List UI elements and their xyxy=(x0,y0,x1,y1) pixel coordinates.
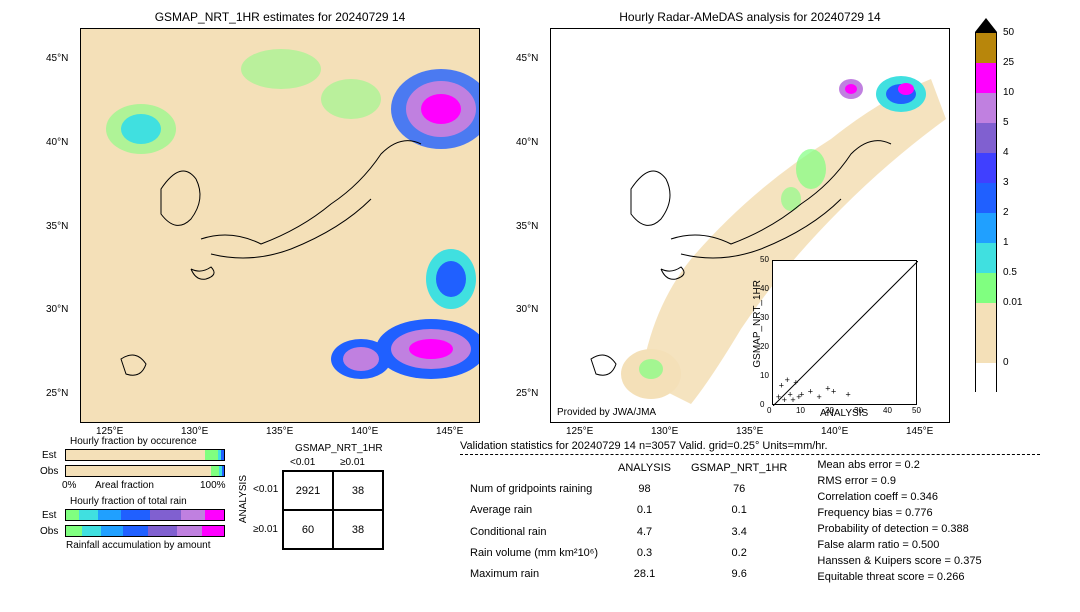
colorbar xyxy=(975,32,997,392)
svg-text:+: + xyxy=(808,386,813,396)
provided-by: Provided by JWA/JMA xyxy=(557,407,656,418)
scatter-ylabel: GSMAP_NRT_1HR xyxy=(752,280,763,368)
frac-tot-title: Hourly fraction of total rain xyxy=(70,496,187,507)
cont-row1: <0.01 xyxy=(253,484,278,495)
svg-text:+: + xyxy=(831,386,836,396)
contingency-table: 2921 38 60 38 xyxy=(282,470,384,550)
areal-label: Areal fraction xyxy=(95,480,154,491)
left-map-svg xyxy=(81,29,480,423)
validation-stats-list: Mean abs error = 0.2RMS error = 0.9Corre… xyxy=(817,457,981,585)
svg-text:+: + xyxy=(846,389,851,399)
occ-obs-bar xyxy=(65,465,225,477)
scatter-svg: ++++++++++++++ xyxy=(773,261,918,406)
cont-col2: ≥0.01 xyxy=(340,457,365,468)
svg-text:+: + xyxy=(776,392,781,402)
cont-00: 2921 xyxy=(283,471,333,510)
frac-accum-title: Rainfall accumulation by amount xyxy=(66,540,211,551)
occ-est-bar xyxy=(65,449,225,461)
left-map xyxy=(80,28,480,423)
cont-01: 38 xyxy=(333,471,383,510)
frac-est-label: Est xyxy=(42,450,56,461)
col-analysis: ANALYSIS xyxy=(608,457,681,478)
col-gsmap: GSMAP_NRT_1HR xyxy=(681,457,797,478)
svg-text:+: + xyxy=(785,375,790,385)
cont-col1: <0.01 xyxy=(290,457,315,468)
areal-100: 100% xyxy=(200,480,226,491)
cont-row2: ≥0.01 xyxy=(253,524,278,535)
svg-text:+: + xyxy=(825,384,830,394)
scatter-plot: ++++++++++++++ xyxy=(772,260,917,405)
svg-text:+: + xyxy=(782,395,787,405)
validation-table: ANALYSIS GSMAP_NRT_1HR Num of gridpoints… xyxy=(460,457,797,585)
svg-text:+: + xyxy=(799,389,804,399)
validation-header: Validation statistics for 20240729 14 n=… xyxy=(460,440,1040,452)
tot-obs-bar xyxy=(65,525,225,537)
svg-text:+: + xyxy=(779,381,784,391)
tot-obs-label: Obs xyxy=(40,526,58,537)
svg-text:+: + xyxy=(793,378,798,388)
tot-est-label: Est xyxy=(42,510,56,521)
cont-col-header: GSMAP_NRT_1HR xyxy=(295,443,383,454)
left-map-title: GSMAP_NRT_1HR estimates for 20240729 14 xyxy=(80,10,480,24)
cont-11: 38 xyxy=(333,510,383,549)
validation-block: Validation statistics for 20240729 14 n=… xyxy=(460,440,1040,585)
cont-10: 60 xyxy=(283,510,333,549)
svg-text:+: + xyxy=(790,395,795,405)
areal-0: 0% xyxy=(62,480,76,491)
frac-occ-title: Hourly fraction by occurence xyxy=(70,436,197,447)
right-map-title: Hourly Radar-AMeDAS analysis for 2024072… xyxy=(550,10,950,24)
tot-est-bar xyxy=(65,509,225,521)
frac-obs-label: Obs xyxy=(40,466,58,477)
svg-text:+: + xyxy=(817,392,822,402)
cont-row-header: ANALYSIS xyxy=(238,475,249,523)
